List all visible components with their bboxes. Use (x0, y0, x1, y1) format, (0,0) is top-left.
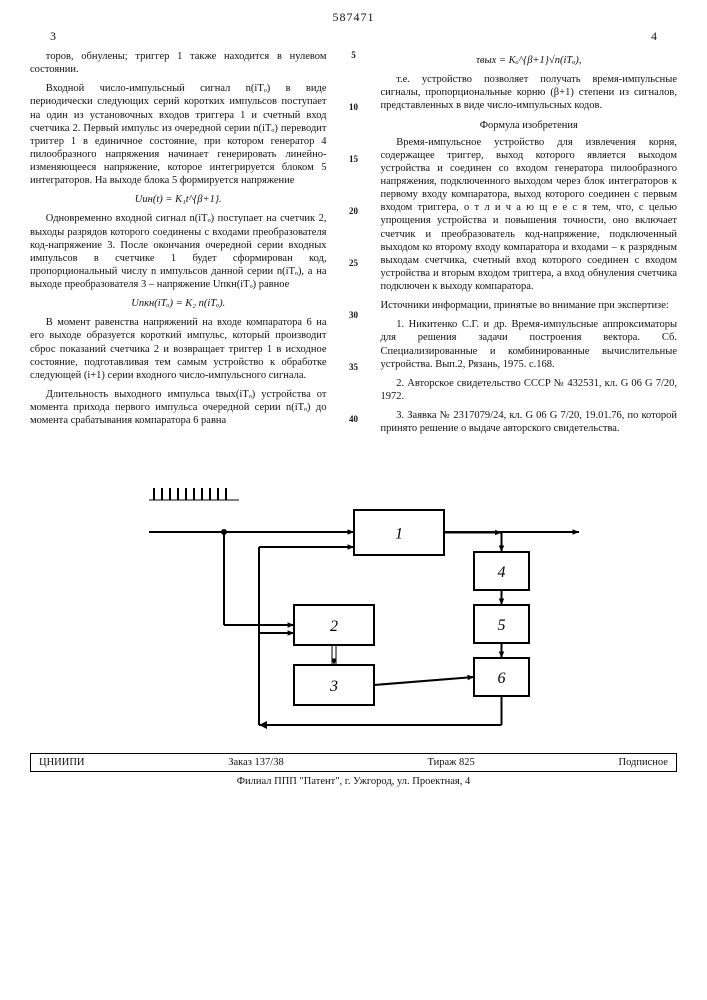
p-l4: В момент равенства напряжений на входе к… (30, 316, 327, 382)
p-r2: Время-импульсное устройство для извлечен… (381, 136, 678, 294)
page: 587471 3 4 торов, обнулены; триггер 1 та… (0, 0, 707, 1000)
line-numbers: 5 10 15 20 25 30 35 40 (345, 50, 363, 466)
refs-title: Источники информации, принятые во вниман… (381, 299, 678, 312)
footer-publisher: ЦНИИПИ (39, 757, 85, 768)
claims-title: Формула изобретения (381, 119, 678, 132)
ref-2: 2. Авторское свидетельство СССР № 432531… (381, 377, 678, 403)
page-right-num: 4 (651, 29, 657, 44)
footer-address: Филиал ППП "Патент", г. Ужгород, ул. Про… (30, 776, 677, 787)
ln: 40 (349, 414, 358, 466)
footer-box: ЦНИИПИ Заказ 137/38 Тираж 825 Подписное (30, 753, 677, 772)
p-l5: Длительность выходного импульса tвых(iTₒ… (30, 388, 327, 427)
formula-2: Uпкн(iTₒ) = K₂ n(iTₒ). (30, 297, 327, 310)
svg-text:1: 1 (395, 526, 403, 543)
ln: 5 (351, 50, 356, 102)
column-numbers: 3 4 (30, 29, 677, 44)
svg-text:3: 3 (329, 678, 338, 695)
p-l2: Входной число-импульсный сигнал n(iTₒ) в… (30, 82, 327, 187)
formula-1: Uин(t) = K₁t^{β+1}. (30, 193, 327, 206)
p-l1: торов, обнулены; триггер 1 также находит… (30, 50, 327, 76)
diagram-svg: 1 4 2 5 3 6 (124, 480, 584, 740)
page-left-num: 3 (50, 29, 56, 44)
formula-3: τвых = Kₒ^{β+1}√n(iTₒ), (381, 54, 678, 67)
ref-1: 1. Никитенко С.Г. и др. Время-импульсные… (381, 318, 678, 371)
ln: 10 (349, 102, 358, 154)
text-columns: торов, обнулены; триггер 1 также находит… (30, 50, 677, 466)
ln: 30 (349, 310, 358, 362)
ln: 25 (349, 258, 358, 310)
svg-text:6: 6 (497, 670, 505, 687)
p-l3: Одновременно входной сигнал n(iTₒ) посту… (30, 212, 327, 291)
footer-subscribe: Подписное (619, 757, 668, 768)
svg-text:4: 4 (497, 564, 505, 581)
footer-tirazh: Тираж 825 (427, 757, 474, 768)
svg-text:5: 5 (497, 617, 505, 634)
doc-number: 587471 (30, 10, 677, 25)
right-column: τвых = Kₒ^{β+1}√n(iTₒ), т.е. устройство … (381, 50, 678, 466)
left-column: торов, обнулены; триггер 1 также находит… (30, 50, 327, 466)
block-diagram: 1 4 2 5 3 6 (124, 480, 584, 745)
ln: 35 (349, 362, 358, 414)
p-r1: т.е. устройство позволяет получать время… (381, 73, 678, 112)
svg-text:2: 2 (330, 618, 338, 635)
ln: 15 (349, 154, 358, 206)
ref-3: 3. Заявка № 2317079/24, кл. G 06 G 7/20,… (381, 409, 678, 435)
footer-order: Заказ 137/38 (228, 757, 283, 768)
ln: 20 (349, 206, 358, 258)
